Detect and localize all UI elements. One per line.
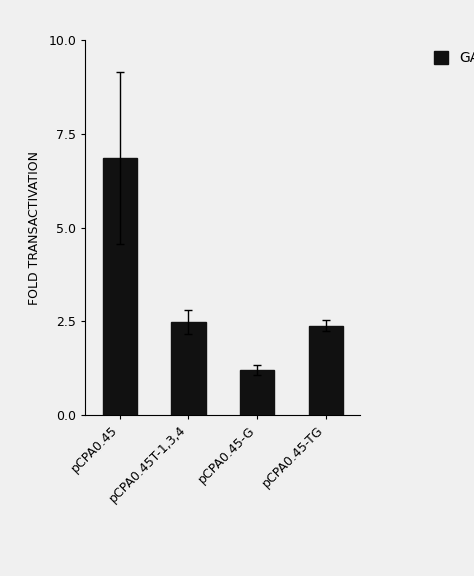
Bar — [240, 370, 274, 415]
Bar — [171, 322, 206, 415]
Bar — [102, 158, 137, 415]
Bar — [309, 325, 343, 415]
Y-axis label: FOLD TRANSACTIVATION: FOLD TRANSACTIVATION — [28, 150, 41, 305]
Legend: GATA-6: GATA-6 — [430, 47, 474, 70]
